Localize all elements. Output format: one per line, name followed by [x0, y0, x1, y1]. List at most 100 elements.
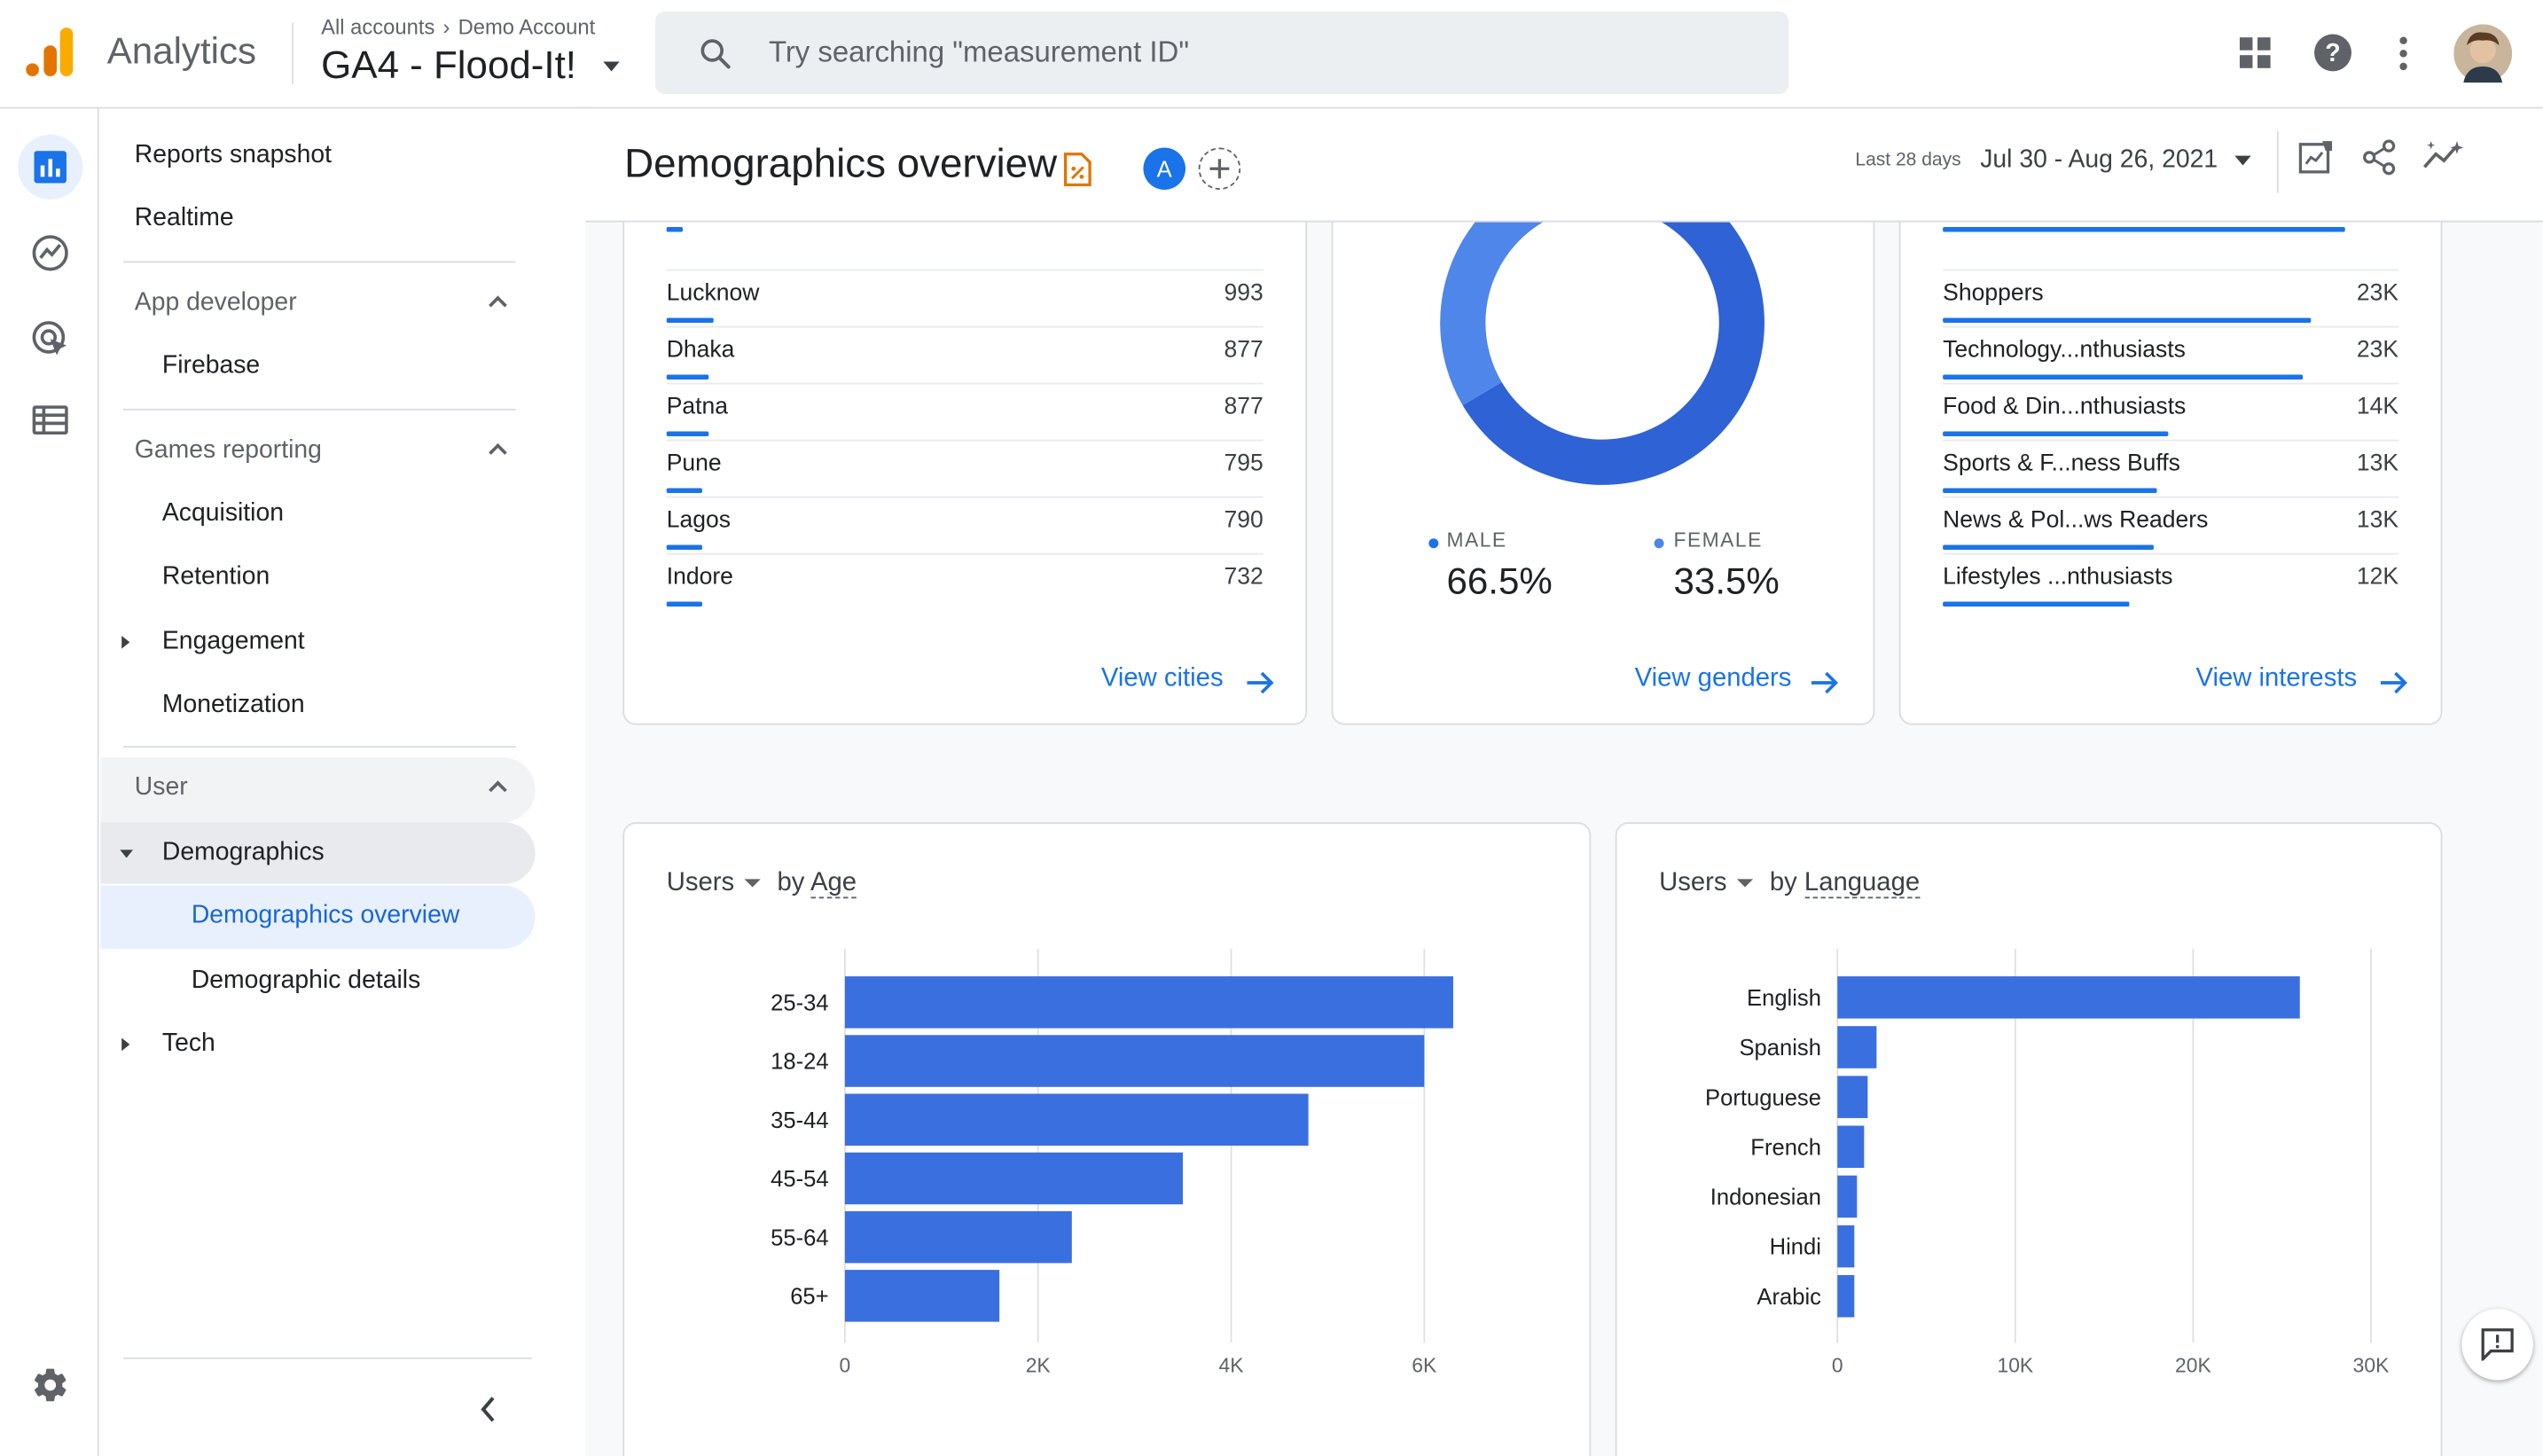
- expand-arrow-icon[interactable]: [121, 1037, 130, 1052]
- top-bar: Analytics All accounts › Demo Account GA4 …: [0, 0, 2543, 109]
- bar-35-44[interactable]: [844, 1093, 1309, 1147]
- city-row-name[interactable]: Dhaka: [666, 337, 735, 364]
- more-vert-icon[interactable]: [2394, 34, 2414, 73]
- metric-selector[interactable]: Users: [1659, 869, 1727, 897]
- page-title: Demographics overview: [624, 141, 1058, 187]
- view-cities-link[interactable]: View cities: [1100, 664, 1224, 693]
- bar-portuguese[interactable]: [1837, 1076, 1868, 1118]
- city-row-name[interactable]: Lagos: [666, 507, 731, 534]
- by-label: by: [777, 869, 805, 897]
- interest-row-name[interactable]: Lifestyles ...nthusiasts: [1943, 564, 2173, 591]
- explore-icon[interactable]: [31, 233, 70, 272]
- metric-selector[interactable]: Users: [666, 869, 735, 897]
- nav-section-app-developer[interactable]: App developer: [134, 288, 297, 317]
- nav-monetization[interactable]: Monetization: [161, 691, 305, 719]
- chevron-up-icon[interactable]: [489, 442, 507, 462]
- search-bar[interactable]: Try searching "measurement ID": [654, 11, 1789, 95]
- help-icon[interactable]: ?: [2312, 33, 2353, 74]
- arrow-right-icon[interactable]: [1246, 669, 1275, 695]
- reports-icon[interactable]: [34, 151, 67, 184]
- breadcrumb-account[interactable]: Demo Account: [458, 14, 596, 39]
- city-row-name[interactable]: Lucknow: [666, 280, 760, 307]
- nav-firebase[interactable]: Firebase: [161, 351, 261, 380]
- nav-acquisition[interactable]: Acquisition: [161, 499, 285, 528]
- advertising-icon[interactable]: [31, 319, 70, 358]
- nav-engagement[interactable]: Engagement: [161, 627, 305, 655]
- breadcrumb-accounts[interactable]: All accounts: [321, 14, 435, 39]
- metric-dropdown-icon[interactable]: [744, 879, 761, 888]
- date-preset-label[interactable]: Last 28 days: [1855, 151, 1961, 171]
- city-row-name[interactable]: Patna: [666, 394, 729, 420]
- user-avatar[interactable]: [2453, 24, 2513, 83]
- collapse-nav-chevron-icon[interactable]: [479, 1395, 498, 1424]
- city-row-name[interactable]: Pune: [666, 450, 722, 477]
- city-row-value: 795: [1224, 450, 1264, 477]
- bar-25-34[interactable]: [844, 976, 1453, 1029]
- interest-row-name[interactable]: News & Pol...ws Readers: [1943, 507, 2209, 534]
- gear-icon[interactable]: [31, 1366, 70, 1405]
- category-label: Indonesian: [1710, 1186, 1821, 1210]
- date-dropdown-arrow-icon[interactable]: [2234, 155, 2251, 166]
- dropdown-arrow-icon[interactable]: [603, 61, 620, 72]
- collapse-arrow-icon[interactable]: [120, 849, 133, 858]
- interest-row-name[interactable]: Sports & F...ness Buffs: [1943, 450, 2180, 477]
- interest-row-name[interactable]: Technology...nthusiasts: [1943, 337, 2186, 364]
- nav-section-games-reporting[interactable]: Games reporting: [134, 436, 322, 465]
- nav-demographics[interactable]: Demographics: [161, 838, 325, 866]
- bar-indonesian[interactable]: [1837, 1175, 1858, 1218]
- interest-row-name[interactable]: Food & Din...nthusiasts: [1943, 394, 2187, 420]
- insights-icon[interactable]: [2422, 141, 2466, 174]
- female-value: 33.5%: [1673, 560, 1780, 602]
- header-divider: [2276, 131, 2279, 193]
- analytics-logo-icon[interactable]: [24, 26, 76, 78]
- row-divider: [666, 382, 1264, 385]
- search-placeholder[interactable]: Try searching "measurement ID": [768, 35, 1190, 68]
- breadcrumb[interactable]: All accounts › Demo Account: [321, 14, 595, 38]
- bar-45-54[interactable]: [844, 1152, 1184, 1205]
- arrow-right-icon[interactable]: [1810, 669, 1839, 695]
- interest-row-name[interactable]: Shoppers: [1943, 280, 2044, 307]
- dimension-label[interactable]: Language: [1804, 869, 1921, 899]
- city-row-name[interactable]: Indore: [666, 564, 733, 591]
- city-row-bar: [666, 374, 708, 380]
- female-dot-icon: [1654, 538, 1664, 549]
- bar-english[interactable]: [1837, 976, 2300, 1019]
- dimension-label[interactable]: Age: [810, 869, 857, 899]
- city-row-value: 877: [1224, 394, 1264, 420]
- city-row-value: 993: [1224, 280, 1264, 307]
- donut-slice-male[interactable]: [1462, 160, 1764, 485]
- nav-tech[interactable]: Tech: [161, 1029, 215, 1058]
- edit-report-icon[interactable]: [2298, 139, 2334, 175]
- nav-reports-snapshot[interactable]: Reports snapshot: [134, 141, 333, 169]
- bar-65-[interactable]: [844, 1270, 1000, 1322]
- nav-demographic-details[interactable]: Demographic details: [191, 967, 421, 995]
- date-range-selector[interactable]: Jul 30 - Aug 26, 2021: [1980, 145, 2218, 174]
- add-comparison-button[interactable]: [1198, 147, 1241, 190]
- view-interests-link[interactable]: View interests: [2195, 664, 2358, 693]
- nav-section-user[interactable]: User: [134, 773, 188, 802]
- plus-icon: [1209, 159, 1230, 179]
- apps-grid-icon[interactable]: [2239, 37, 2273, 70]
- category-label: 25-34: [771, 990, 828, 1015]
- feedback-button[interactable]: [2461, 1309, 2533, 1381]
- bar-18-24[interactable]: [844, 1035, 1425, 1087]
- expand-arrow-icon[interactable]: [121, 635, 130, 649]
- chevron-up-icon[interactable]: [489, 295, 507, 315]
- bar-spanish[interactable]: [1837, 1026, 1877, 1069]
- metric-dropdown-icon[interactable]: [1736, 879, 1754, 888]
- share-icon[interactable]: [2363, 139, 2397, 176]
- comparison-avatar[interactable]: A: [1143, 147, 1185, 190]
- customize-report-icon[interactable]: [1062, 153, 1093, 187]
- arrow-right-icon[interactable]: [2379, 669, 2408, 695]
- view-genders-link[interactable]: View genders: [1634, 664, 1792, 693]
- language-chart-card: Users by Language 0 10K 20K 30K English Spani…: [1615, 822, 2443, 1456]
- nav-demographics-overview[interactable]: Demographics overview: [191, 901, 460, 930]
- nav-retention[interactable]: Retention: [161, 562, 270, 591]
- bar-arabic[interactable]: [1837, 1274, 1855, 1318]
- bar-french[interactable]: [1837, 1125, 1865, 1169]
- bar-55-64[interactable]: [844, 1210, 1072, 1264]
- property-selector[interactable]: GA4 - Flood-It!: [321, 43, 577, 88]
- nav-realtime[interactable]: Realtime: [134, 204, 234, 232]
- configure-icon[interactable]: [32, 405, 68, 435]
- bar-hindi[interactable]: [1837, 1225, 1855, 1268]
